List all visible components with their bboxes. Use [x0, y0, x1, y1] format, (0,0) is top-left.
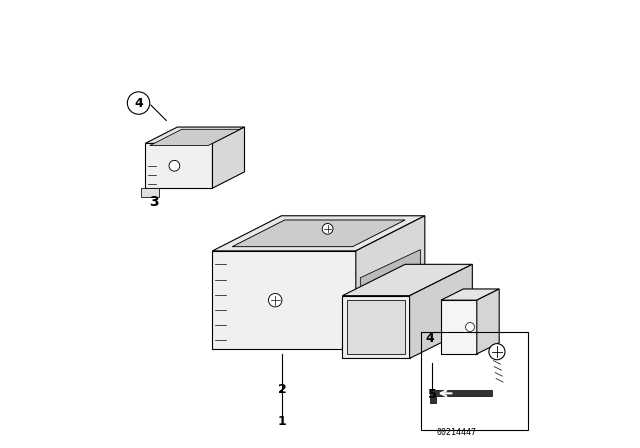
Polygon shape: [145, 143, 212, 188]
Text: 00214447: 00214447: [436, 428, 477, 437]
Polygon shape: [342, 264, 472, 296]
Text: 5: 5: [428, 388, 436, 401]
Polygon shape: [441, 300, 477, 354]
Text: 3: 3: [149, 194, 159, 209]
Circle shape: [269, 293, 282, 307]
Circle shape: [489, 344, 505, 360]
Text: 4: 4: [134, 96, 143, 110]
Polygon shape: [145, 127, 244, 143]
Polygon shape: [212, 216, 425, 251]
Text: 2: 2: [278, 383, 286, 396]
Polygon shape: [477, 289, 499, 354]
Polygon shape: [212, 251, 356, 349]
Circle shape: [169, 160, 180, 171]
Polygon shape: [232, 220, 405, 247]
Polygon shape: [410, 264, 472, 358]
Polygon shape: [356, 216, 425, 349]
Polygon shape: [430, 390, 493, 403]
Text: 1: 1: [278, 414, 286, 428]
Circle shape: [465, 323, 475, 332]
Polygon shape: [141, 188, 159, 197]
Polygon shape: [212, 127, 244, 188]
Circle shape: [323, 224, 333, 234]
Polygon shape: [342, 296, 410, 358]
Text: 4: 4: [425, 332, 434, 345]
Polygon shape: [347, 300, 405, 354]
Polygon shape: [360, 250, 420, 332]
Polygon shape: [441, 289, 499, 300]
Polygon shape: [150, 129, 240, 146]
